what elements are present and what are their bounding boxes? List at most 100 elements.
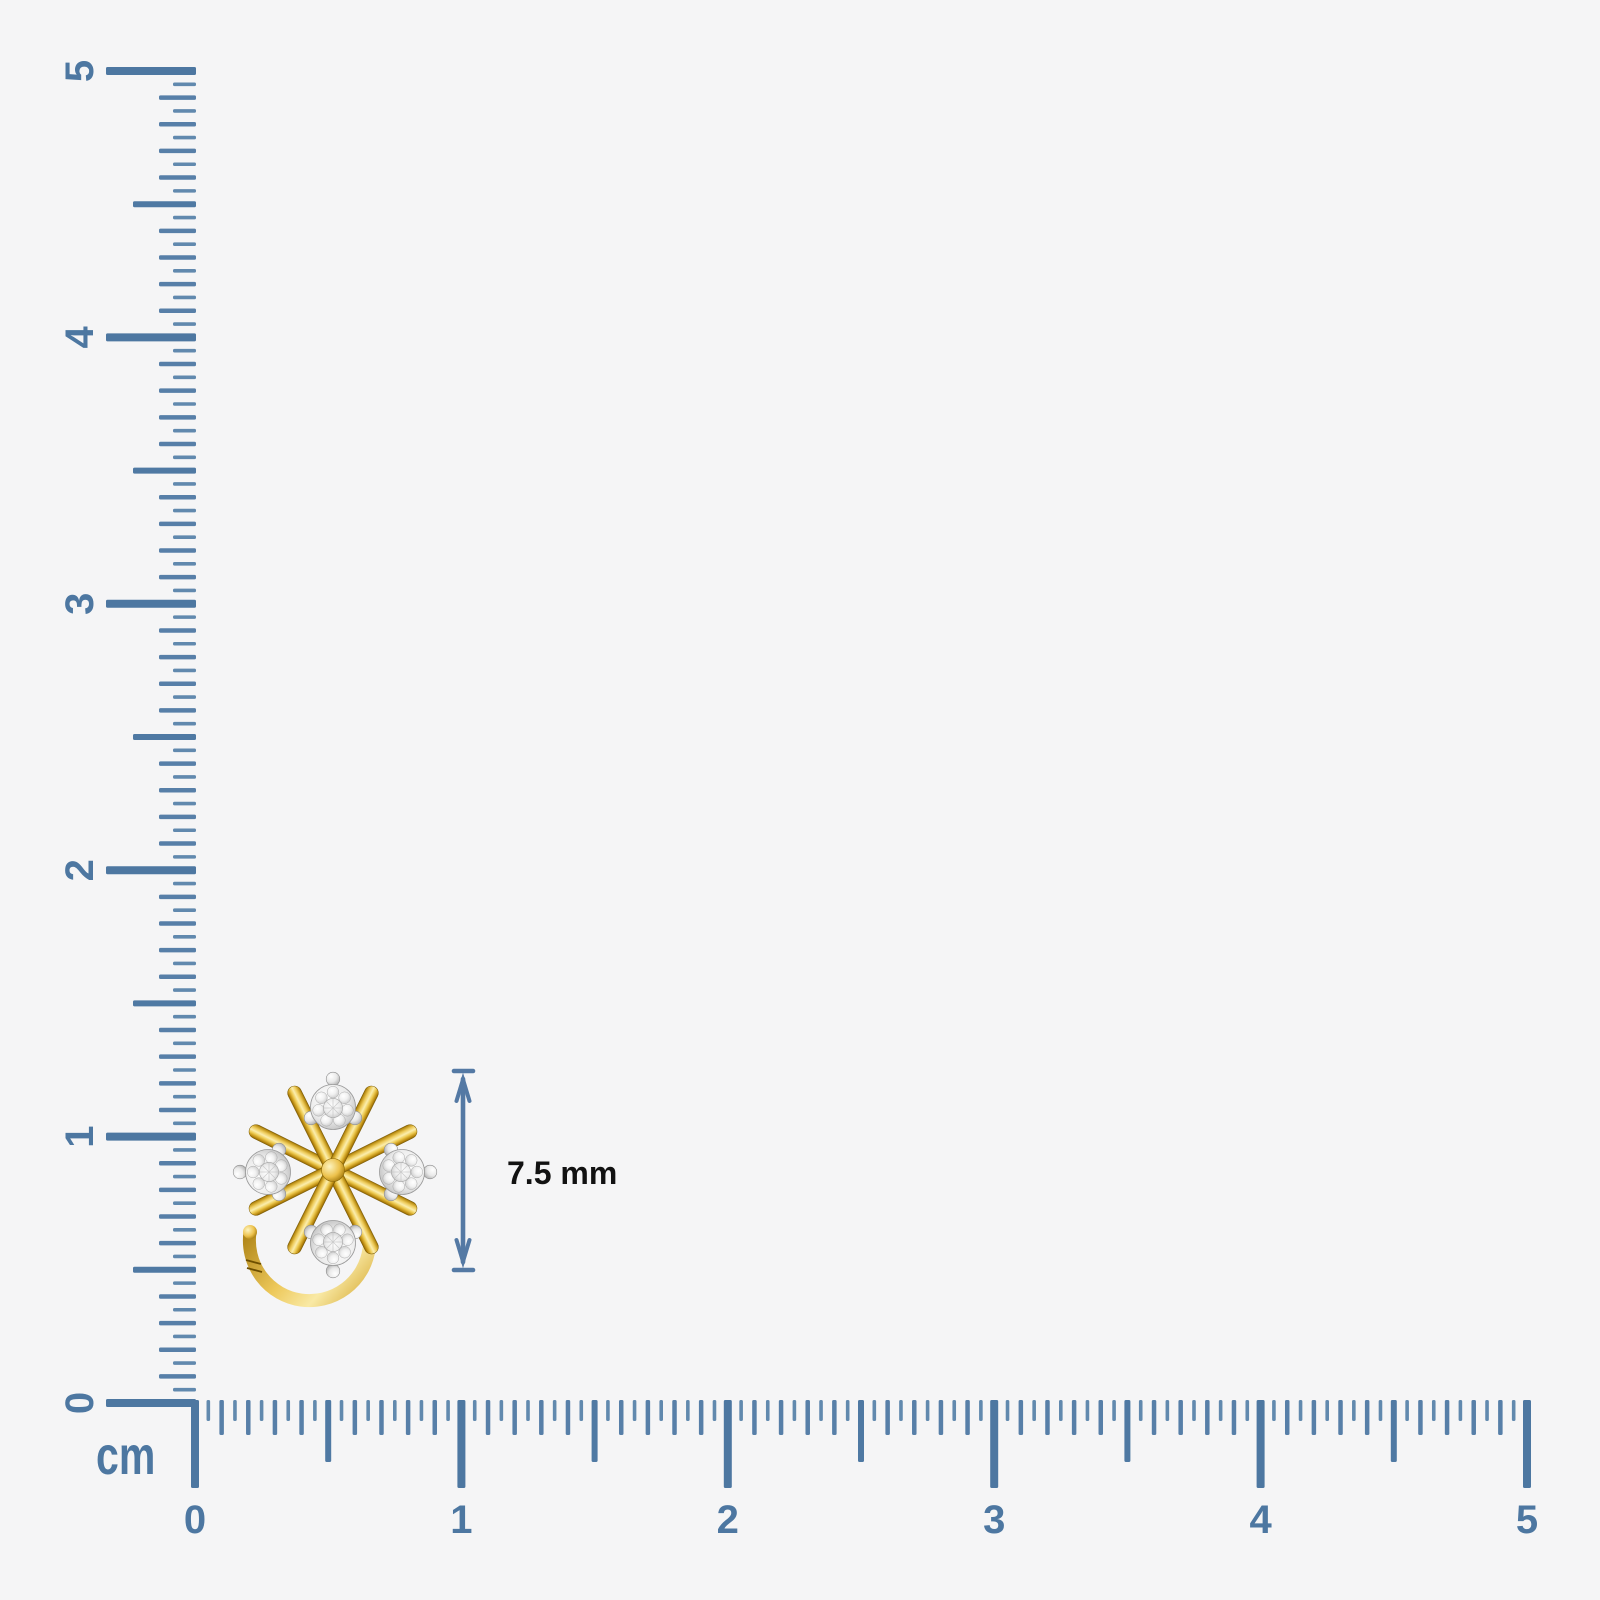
vertical-ruler-number: 5	[58, 60, 102, 82]
vertical-ruler-tick	[106, 67, 196, 75]
horizontal-ruler-tick	[885, 1400, 890, 1435]
dimension-label: 7.5 mm	[507, 1155, 618, 1191]
horizontal-ruler-tick	[686, 1400, 690, 1421]
horizontal-ruler-tick	[206, 1400, 211, 1421]
horizontal-ruler-tick	[1352, 1400, 1356, 1421]
vertical-ruler-tick	[159, 921, 196, 926]
horizontal-ruler-tick	[659, 1400, 663, 1421]
horizontal-ruler-tick	[1032, 1400, 1036, 1421]
horizontal-ruler-tick	[1112, 1400, 1116, 1421]
vertical-ruler-tick	[159, 761, 196, 766]
vertical-ruler-tick	[133, 1266, 196, 1273]
horizontal-ruler-tick	[1272, 1400, 1276, 1421]
vertical-ruler-tick	[159, 95, 196, 100]
vertical-ruler-tick	[106, 333, 196, 342]
vertical-ruler-tick	[173, 1068, 196, 1072]
vertical-ruler-tick	[159, 148, 196, 154]
vertical-ruler-number: 4	[58, 326, 102, 349]
horizontal-ruler-number: 0	[184, 1498, 206, 1542]
horizontal-ruler-tick	[1405, 1400, 1409, 1421]
horizontal-ruler-tick	[512, 1400, 517, 1435]
vertical-ruler-tick	[133, 201, 196, 208]
vertical-ruler-tick	[173, 215, 196, 220]
vertical-ruler-tick	[106, 866, 196, 875]
horizontal-ruler-tick	[419, 1400, 424, 1421]
vertical-ruler-tick	[159, 1107, 196, 1113]
vertical-ruler-tick	[159, 1374, 196, 1379]
horizontal-ruler-number: 4	[1249, 1498, 1272, 1542]
horizontal-ruler-tick	[1151, 1400, 1157, 1435]
vertical-ruler-tick	[173, 109, 196, 113]
horizontal-ruler-tick	[1364, 1400, 1370, 1435]
horizontal-ruler-tick	[1523, 1400, 1531, 1488]
vertical-ruler-tick	[159, 814, 196, 820]
vertical-ruler-tick	[173, 828, 196, 833]
horizontal-ruler-tick	[632, 1400, 637, 1421]
horizontal-ruler-tick	[313, 1400, 317, 1421]
vertical-ruler-tick	[173, 668, 196, 673]
horizontal-ruler-tick	[1378, 1400, 1383, 1421]
horizontal-ruler-tick	[712, 1400, 717, 1421]
vertical-ruler-tick	[159, 654, 196, 660]
horizontal-ruler-tick	[1218, 1400, 1223, 1421]
horizontal-ruler-tick	[579, 1400, 584, 1421]
vertical-ruler-tick	[159, 361, 196, 367]
vertical-ruler-tick	[173, 1094, 196, 1099]
horizontal-ruler-tick	[805, 1400, 810, 1435]
vertical-ruler-tick	[173, 482, 196, 486]
vertical-ruler-tick	[159, 574, 196, 580]
vertical-ruler-tick	[173, 1041, 196, 1046]
horizontal-ruler-tick	[645, 1400, 651, 1435]
horizontal-ruler-tick	[672, 1400, 677, 1435]
horizontal-ruler-tick	[457, 1400, 466, 1488]
horizontal-ruler-tick	[1418, 1400, 1423, 1435]
vertical-ruler: 0 1 2 3 4 5	[58, 60, 196, 1414]
horizontal-ruler-tick	[446, 1400, 450, 1421]
vertical-ruler-tick	[173, 641, 196, 646]
vertical-ruler-tick	[173, 1148, 196, 1152]
horizontal-ruler-tick	[1485, 1400, 1489, 1421]
horizontal-ruler-tick	[286, 1400, 291, 1421]
horizontal-ruler-tick	[1431, 1400, 1436, 1421]
vertical-ruler-tick	[133, 1000, 196, 1007]
vertical-ruler-tick	[159, 788, 196, 793]
horizontal-ruler-tick	[858, 1400, 864, 1462]
horizontal-ruler-tick	[965, 1400, 970, 1435]
vertical-ruler-tick	[173, 455, 196, 460]
vertical-ruler-tick	[173, 695, 196, 699]
horizontal-ruler-tick	[379, 1400, 384, 1435]
vertical-ruler-tick	[159, 494, 196, 500]
horizontal-ruler-tick	[739, 1400, 743, 1421]
horizontal-ruler-tick	[1458, 1400, 1463, 1421]
vertical-ruler-tick	[159, 708, 196, 713]
vertical-ruler-tick	[173, 801, 196, 806]
vertical-ruler-tick	[106, 599, 196, 608]
horizontal-ruler-tick	[272, 1400, 278, 1435]
horizontal-ruler-tick	[925, 1400, 930, 1421]
horizontal-ruler-tick	[792, 1400, 797, 1421]
horizontal-ruler-tick	[832, 1400, 837, 1435]
horizontal-ruler-tick	[1245, 1400, 1250, 1421]
horizontal-ruler-tick	[979, 1400, 983, 1421]
vertical-ruler-tick	[173, 775, 196, 779]
horizontal-ruler-tick	[1311, 1400, 1317, 1435]
vertical-ruler-tick	[173, 428, 196, 433]
horizontal-ruler-tick	[191, 1400, 199, 1488]
vertical-ruler-tick	[159, 1294, 196, 1299]
arrowhead-up	[454, 1072, 472, 1103]
vertical-ruler-tick	[159, 415, 196, 420]
horizontal-ruler-tick	[539, 1400, 544, 1435]
horizontal-ruler-tick	[393, 1400, 397, 1421]
horizontal-ruler-tick	[1178, 1400, 1183, 1435]
horizontal-ruler-tick	[1165, 1400, 1170, 1421]
vertical-ruler-tick	[159, 175, 196, 180]
horizontal-ruler-tick	[845, 1400, 850, 1421]
vertical-ruler-tick	[159, 1054, 196, 1059]
horizontal-ruler-tick	[1498, 1400, 1503, 1435]
horizontal-ruler-tick	[1192, 1400, 1196, 1421]
vertical-ruler-tick	[159, 894, 196, 900]
vertical-ruler-tick	[173, 242, 196, 246]
vertical-ruler-number: 3	[58, 593, 102, 615]
